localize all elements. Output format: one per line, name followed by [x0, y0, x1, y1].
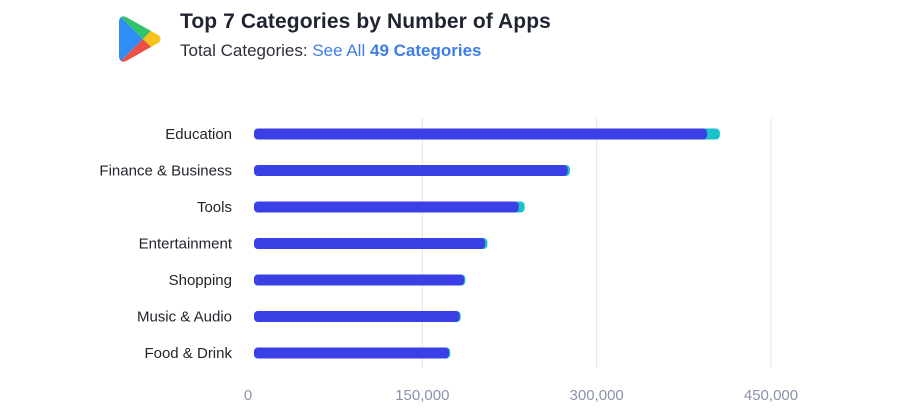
category-label: Music & Audio: [137, 309, 232, 326]
bar-primary[interactable]: [254, 311, 460, 322]
chart-header: Top 7 Categories by Number of Apps Total…: [118, 10, 818, 66]
category-label: Education: [165, 126, 232, 143]
categories-count-link[interactable]: 49 Categories: [369, 41, 482, 60]
bar-primary[interactable]: [254, 238, 486, 249]
subtitle-prefix: Total Categories:: [180, 41, 308, 60]
category-label: Tools: [197, 199, 232, 216]
x-tick-label: 150,000: [395, 387, 449, 404]
category-label: Entertainment: [139, 236, 233, 253]
category-label: Finance & Business: [99, 163, 232, 180]
chart-title: Top 7 Categories by Number of Apps: [180, 10, 551, 33]
bar-primary[interactable]: [254, 128, 708, 140]
category-labels: Education Finance & Business Tools Entertai…: [99, 126, 232, 362]
bars: [254, 128, 720, 359]
x-tick-label: 300,000: [570, 387, 624, 404]
bar-primary[interactable]: [254, 165, 568, 176]
x-tick-label: 0: [244, 387, 252, 404]
x-tick-label: 450,000: [744, 387, 798, 404]
google-play-icon: [119, 16, 161, 62]
bar-primary[interactable]: [254, 274, 465, 286]
bar-primary[interactable]: [254, 201, 519, 213]
chart-subtitle: Total Categories: See All 49 Categories: [180, 41, 481, 61]
bar-primary[interactable]: [254, 347, 450, 359]
x-axis-ticks: 0 150,000 300,000 450,000: [244, 387, 798, 404]
category-label: Food & Drink: [144, 345, 232, 362]
category-label: Shopping: [169, 272, 232, 289]
see-all-link[interactable]: See All: [312, 41, 366, 60]
